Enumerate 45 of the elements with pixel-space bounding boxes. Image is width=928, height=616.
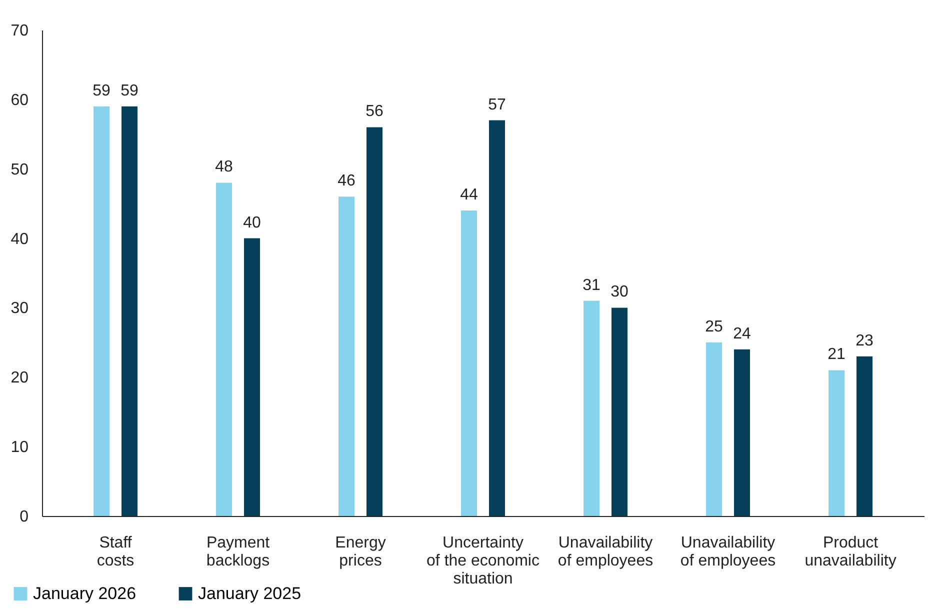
bar xyxy=(856,356,872,516)
data-label: 21 xyxy=(828,346,846,364)
bar xyxy=(338,196,354,516)
bar xyxy=(366,127,382,516)
legend-label: January 2026 xyxy=(33,584,136,603)
y-tick-label: 60 xyxy=(10,92,29,109)
data-label: 57 xyxy=(488,96,506,114)
bar xyxy=(461,210,477,516)
x-tick-label: Unavailability of employees xyxy=(558,534,654,570)
bar xyxy=(94,106,110,516)
data-label: 23 xyxy=(856,332,874,350)
bar xyxy=(244,238,260,516)
x-tick-label: Staff costs xyxy=(96,534,134,570)
data-label: 31 xyxy=(582,276,600,294)
data-label: 44 xyxy=(460,186,478,204)
bar xyxy=(734,349,750,516)
y-tick-label: 0 xyxy=(20,508,29,526)
bar xyxy=(828,370,844,516)
x-tick-label: Uncertainty of the economic situation xyxy=(426,534,540,588)
bar xyxy=(706,342,722,516)
y-tick-label: 50 xyxy=(10,161,29,178)
bar xyxy=(489,120,505,516)
bar xyxy=(612,308,628,516)
data-label: 48 xyxy=(215,158,233,176)
y-tick-label: 20 xyxy=(10,370,29,387)
bar xyxy=(122,106,138,516)
x-tick-label: Unavailability of employees xyxy=(680,534,776,570)
data-label: 56 xyxy=(366,103,384,120)
y-tick-label: 30 xyxy=(10,300,29,318)
data-label: 59 xyxy=(92,82,110,100)
legend-label: January 2025 xyxy=(198,584,302,603)
bar xyxy=(584,300,600,516)
data-label: 24 xyxy=(733,325,751,342)
y-tick-label: 10 xyxy=(10,439,29,456)
data-label: 46 xyxy=(338,172,356,190)
data-label: 40 xyxy=(243,214,261,232)
data-label: 30 xyxy=(610,284,628,301)
bar xyxy=(216,182,232,516)
data-label: 59 xyxy=(120,82,138,100)
y-tick-label: 40 xyxy=(10,230,29,248)
x-tick-label: Product unavailability xyxy=(804,534,896,570)
data-label: 25 xyxy=(705,318,723,336)
x-tick-label: Energy prices xyxy=(335,534,386,570)
y-tick-label: 70 xyxy=(10,22,29,40)
x-tick-label: Payment backlogs xyxy=(206,534,270,570)
